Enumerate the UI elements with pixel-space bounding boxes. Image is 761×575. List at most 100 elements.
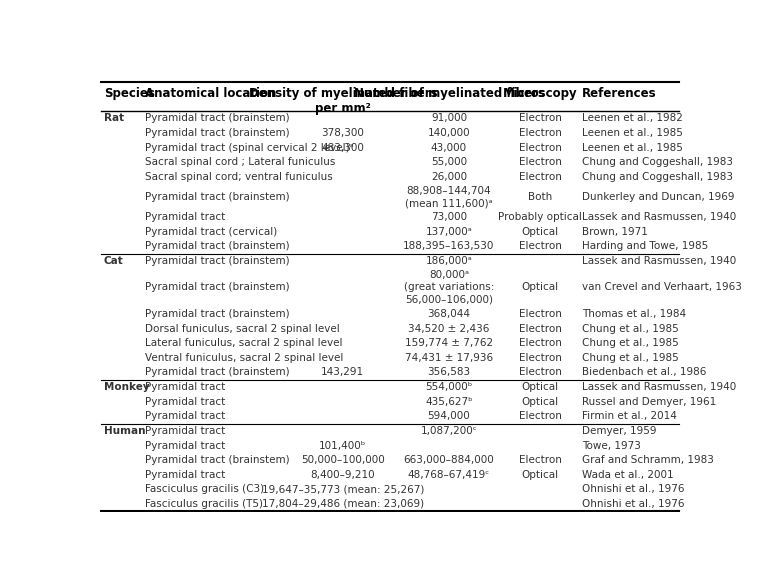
- Text: Graf and Schramm, 1983: Graf and Schramm, 1983: [581, 455, 714, 465]
- Text: 594,000: 594,000: [428, 411, 470, 421]
- Text: 554,000ᵇ: 554,000ᵇ: [425, 382, 473, 392]
- Text: 91,000: 91,000: [431, 113, 467, 124]
- Text: 74,431 ± 17,936: 74,431 ± 17,936: [405, 353, 493, 363]
- Text: Biedenbach et al., 1986: Biedenbach et al., 1986: [581, 367, 706, 377]
- Text: Pyramidal tract (brainstem): Pyramidal tract (brainstem): [145, 128, 290, 138]
- Text: Chung and Coggeshall, 1983: Chung and Coggeshall, 1983: [581, 157, 733, 167]
- Text: Pyramidal tract (brainstem): Pyramidal tract (brainstem): [145, 192, 290, 202]
- Text: 88,908–144,704
(mean 111,600)ᵃ: 88,908–144,704 (mean 111,600)ᵃ: [405, 186, 493, 208]
- Text: Electron: Electron: [519, 324, 562, 334]
- Text: 188,395–163,530: 188,395–163,530: [403, 241, 495, 251]
- Text: 159,774 ± 7,762: 159,774 ± 7,762: [405, 338, 493, 348]
- Text: Ohnishi et al., 1976: Ohnishi et al., 1976: [581, 484, 684, 494]
- Text: 356,583: 356,583: [428, 367, 470, 377]
- Text: 55,000: 55,000: [431, 157, 467, 167]
- Text: Sacral spinal cord ; Lateral funiculus: Sacral spinal cord ; Lateral funiculus: [145, 157, 336, 167]
- Text: 101,400ᵇ: 101,400ᵇ: [319, 440, 367, 450]
- Text: 368,044: 368,044: [428, 309, 470, 319]
- Text: 186,000ᵃ: 186,000ᵃ: [425, 256, 473, 266]
- Text: Thomas et al., 1984: Thomas et al., 1984: [581, 309, 686, 319]
- Text: 34,520 ± 2,436: 34,520 ± 2,436: [409, 324, 489, 334]
- Text: 73,000: 73,000: [431, 212, 467, 222]
- Text: Electron: Electron: [519, 455, 562, 465]
- Text: Cat: Cat: [104, 256, 124, 266]
- Text: Electron: Electron: [519, 309, 562, 319]
- Text: Human: Human: [104, 426, 145, 436]
- Text: Both: Both: [528, 192, 552, 202]
- Text: Electron: Electron: [519, 157, 562, 167]
- Text: Russel and Demyer, 1961: Russel and Demyer, 1961: [581, 397, 716, 407]
- Text: Demyer, 1959: Demyer, 1959: [581, 426, 656, 436]
- Text: Lassek and Rasmussen, 1940: Lassek and Rasmussen, 1940: [581, 382, 736, 392]
- Text: Pyramidal tract: Pyramidal tract: [145, 426, 225, 436]
- Text: Brown, 1971: Brown, 1971: [581, 227, 648, 236]
- Text: 1,087,200ᶜ: 1,087,200ᶜ: [421, 426, 477, 436]
- Text: Wada et al., 2001: Wada et al., 2001: [581, 470, 673, 480]
- Text: 48,768–67,419ᶜ: 48,768–67,419ᶜ: [408, 470, 490, 480]
- Text: 435,627ᵇ: 435,627ᵇ: [425, 397, 473, 407]
- Text: Electron: Electron: [519, 128, 562, 138]
- Text: Pyramidal tract (brainstem): Pyramidal tract (brainstem): [145, 241, 290, 251]
- Text: 137,000ᵃ: 137,000ᵃ: [425, 227, 473, 236]
- Text: Pyramidal tract (brainstem): Pyramidal tract (brainstem): [145, 309, 290, 319]
- Text: Ohnishi et al., 1976: Ohnishi et al., 1976: [581, 499, 684, 509]
- Text: Firmin et al., 2014: Firmin et al., 2014: [581, 411, 677, 421]
- Text: Pyramidal tract (brainstem): Pyramidal tract (brainstem): [145, 367, 290, 377]
- Text: Pyramidal tract (brainstem): Pyramidal tract (brainstem): [145, 113, 290, 124]
- Text: Pyramidal tract: Pyramidal tract: [145, 470, 225, 480]
- Text: Sacral spinal cord; ventral funiculus: Sacral spinal cord; ventral funiculus: [145, 172, 333, 182]
- Text: van Crevel and Verhaart, 1963: van Crevel and Verhaart, 1963: [581, 282, 741, 293]
- Text: Towe, 1973: Towe, 1973: [581, 440, 641, 450]
- Text: Fasciculus gracilis (C3): Fasciculus gracilis (C3): [145, 484, 264, 494]
- Text: Electron: Electron: [519, 338, 562, 348]
- Text: Dorsal funiculus, sacral 2 spinal level: Dorsal funiculus, sacral 2 spinal level: [145, 324, 340, 334]
- Text: Pyramidal tract: Pyramidal tract: [145, 397, 225, 407]
- Text: Electron: Electron: [519, 241, 562, 251]
- Text: Chung and Coggeshall, 1983: Chung and Coggeshall, 1983: [581, 172, 733, 182]
- Text: 80,000ᵃ
(great variations:
56,000–106,000): 80,000ᵃ (great variations: 56,000–106,00…: [404, 270, 494, 305]
- Text: Electron: Electron: [519, 172, 562, 182]
- Text: Lassek and Rasmussen, 1940: Lassek and Rasmussen, 1940: [581, 256, 736, 266]
- Text: 8,400–9,210: 8,400–9,210: [310, 470, 375, 480]
- Text: 19,647–35,773 (mean: 25,267): 19,647–35,773 (mean: 25,267): [262, 484, 424, 494]
- Text: Pyramidal tract (brainstem): Pyramidal tract (brainstem): [145, 282, 290, 293]
- Text: Leenen et al., 1985: Leenen et al., 1985: [581, 143, 683, 152]
- Text: Pyramidal tract: Pyramidal tract: [145, 382, 225, 392]
- Text: Monkey: Monkey: [104, 382, 150, 392]
- Text: 143,291: 143,291: [321, 367, 365, 377]
- Text: 483,300: 483,300: [321, 143, 365, 152]
- Text: Optical: Optical: [522, 227, 559, 236]
- Text: Fasciculus gracilis (T5): Fasciculus gracilis (T5): [145, 499, 263, 509]
- Text: 17,804–29,486 (mean: 23,069): 17,804–29,486 (mean: 23,069): [262, 499, 424, 509]
- Text: Pyramidal tract (brainstem): Pyramidal tract (brainstem): [145, 455, 290, 465]
- Text: Pyramidal tract: Pyramidal tract: [145, 440, 225, 450]
- Text: 26,000: 26,000: [431, 172, 467, 182]
- Text: Chung et al., 1985: Chung et al., 1985: [581, 338, 679, 348]
- Text: Optical: Optical: [522, 282, 559, 293]
- Text: Pyramidal tract: Pyramidal tract: [145, 411, 225, 421]
- Text: Pyramidal tract (cervical): Pyramidal tract (cervical): [145, 227, 278, 236]
- Text: Harding and Towe, 1985: Harding and Towe, 1985: [581, 241, 708, 251]
- Text: References: References: [581, 87, 656, 99]
- Text: Electron: Electron: [519, 143, 562, 152]
- Text: Ventral funiculus, sacral 2 spinal level: Ventral funiculus, sacral 2 spinal level: [145, 353, 344, 363]
- Text: Probably optical: Probably optical: [498, 212, 582, 222]
- Text: Anatomical location: Anatomical location: [145, 87, 277, 99]
- Text: Rat: Rat: [104, 113, 124, 124]
- Text: Dunkerley and Duncan, 1969: Dunkerley and Duncan, 1969: [581, 192, 734, 202]
- Text: Chung et al., 1985: Chung et al., 1985: [581, 353, 679, 363]
- Text: Electron: Electron: [519, 113, 562, 124]
- Text: Pyramidal tract (spinal cervical 2 level)ᵃ: Pyramidal tract (spinal cervical 2 level…: [145, 143, 354, 152]
- Text: Lateral funiculus, sacral 2 spinal level: Lateral funiculus, sacral 2 spinal level: [145, 338, 342, 348]
- Text: Optical: Optical: [522, 397, 559, 407]
- Text: Pyramidal tract (brainstem): Pyramidal tract (brainstem): [145, 256, 290, 266]
- Text: Electron: Electron: [519, 353, 562, 363]
- Text: Microscopy: Microscopy: [503, 87, 578, 99]
- Text: Density of myelinated fibers
per mm²: Density of myelinated fibers per mm²: [249, 87, 437, 114]
- Text: 50,000–100,000: 50,000–100,000: [301, 455, 385, 465]
- Text: Pyramidal tract: Pyramidal tract: [145, 212, 225, 222]
- Text: Leenen et al., 1982: Leenen et al., 1982: [581, 113, 683, 124]
- Text: 378,300: 378,300: [321, 128, 365, 138]
- Text: Number of myelinated fibers: Number of myelinated fibers: [354, 87, 544, 99]
- Text: Electron: Electron: [519, 367, 562, 377]
